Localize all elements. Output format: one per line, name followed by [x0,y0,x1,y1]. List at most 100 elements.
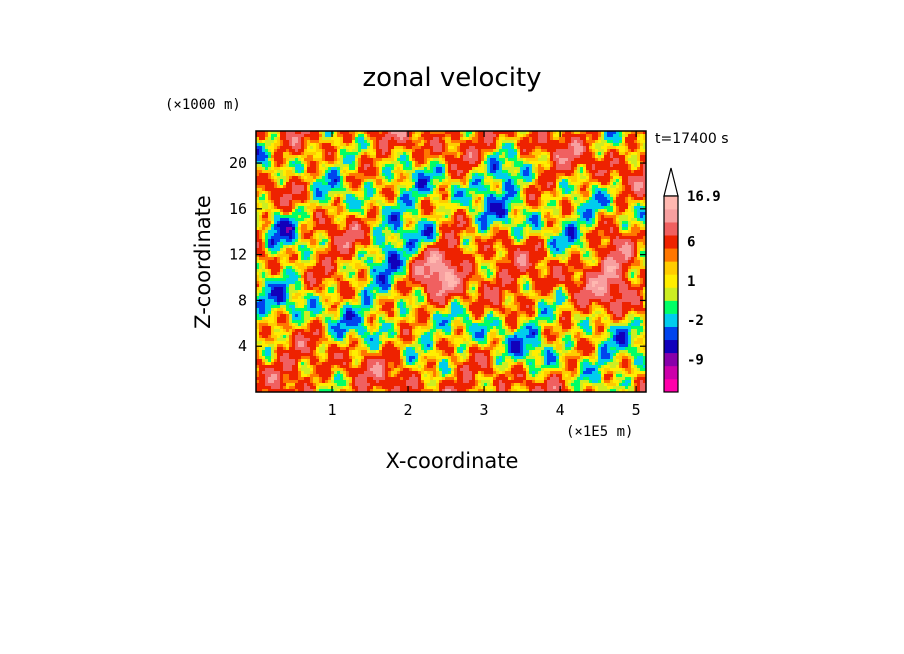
field-cell [367,221,371,225]
field-cell [538,224,542,228]
field-cell [325,218,329,222]
field-cell [616,197,620,201]
field-cell [439,137,443,141]
field-cell [592,185,596,189]
field-cell [454,185,458,189]
field-cell [469,161,473,165]
field-cell [490,206,494,210]
field-cell [586,143,590,147]
field-cell [448,167,452,171]
field-cell [520,155,524,159]
field-cell [331,197,335,201]
field-cell [268,170,272,174]
field-cell [538,137,542,141]
field-cell [505,182,509,186]
field-cell [556,218,560,222]
field-cell [526,131,530,135]
field-cell [331,203,335,207]
field-cell [511,206,515,210]
field-cell [478,173,482,177]
field-cell [568,161,572,165]
field-cell [256,218,260,222]
field-cell [277,221,281,225]
field-cell [436,179,440,183]
field-cell [430,134,434,138]
field-cell [610,227,614,231]
field-cell [349,167,353,171]
field-cell [376,170,380,174]
field-cell [514,218,518,222]
field-cell [418,131,422,135]
field-cell [541,197,545,201]
field-cell [574,182,578,186]
field-cell [583,218,587,222]
field-cell [436,143,440,147]
field-cell [358,176,362,180]
field-cell [517,227,521,231]
field-cell [373,176,377,180]
field-cell [535,164,539,168]
field-cell [379,227,383,231]
velocity-field [256,131,646,392]
field-cell [523,224,527,228]
field-cell [496,233,500,237]
field-cell [496,224,500,228]
field-cell [493,143,497,147]
field-cell [346,218,350,222]
field-cell [538,164,542,168]
field-cell [538,230,542,234]
field-cell [328,224,332,228]
field-cell [502,176,506,180]
field-cell [592,152,596,156]
field-cell [403,176,407,180]
field-cell [343,170,347,174]
field-cell [535,170,539,174]
field-cell [640,194,644,198]
field-cell [391,173,395,177]
field-cell [373,215,377,219]
field-cell [610,140,614,144]
field-cell [337,230,341,234]
field-cell [364,152,368,156]
field-cell [466,134,470,138]
field-cell [400,224,404,228]
field-cell [268,143,272,147]
field-cell [400,140,404,144]
field-cell [631,149,635,153]
field-cell [304,233,308,237]
field-cell [346,161,350,165]
field-cell [568,236,572,240]
field-cell [382,206,386,210]
field-cell [574,140,578,144]
field-cell [469,218,473,222]
field-cell [424,131,428,135]
field-cell [574,179,578,183]
field-cell [514,164,518,168]
field-cell [547,185,551,189]
field-cell [487,200,491,204]
field-cell [418,191,422,195]
field-cell [274,233,278,237]
field-cell [610,203,614,207]
field-cell [595,188,599,192]
field-cell [361,176,365,180]
field-cell [517,170,521,174]
field-cell [409,167,413,171]
field-cell [445,164,449,168]
field-cell [499,137,503,141]
field-cell [268,134,272,138]
field-cell [538,167,542,171]
field-cell [472,167,476,171]
field-cell [604,209,608,213]
field-cell [265,161,269,165]
field-cell [577,194,581,198]
field-cell [511,203,515,207]
field-cell [433,155,437,159]
field-cell [442,152,446,156]
field-cell [502,170,506,174]
field-cell [640,185,644,189]
field-cell [385,149,389,153]
field-cell [490,152,494,156]
field-cell [613,212,617,216]
field-cell [508,176,512,180]
